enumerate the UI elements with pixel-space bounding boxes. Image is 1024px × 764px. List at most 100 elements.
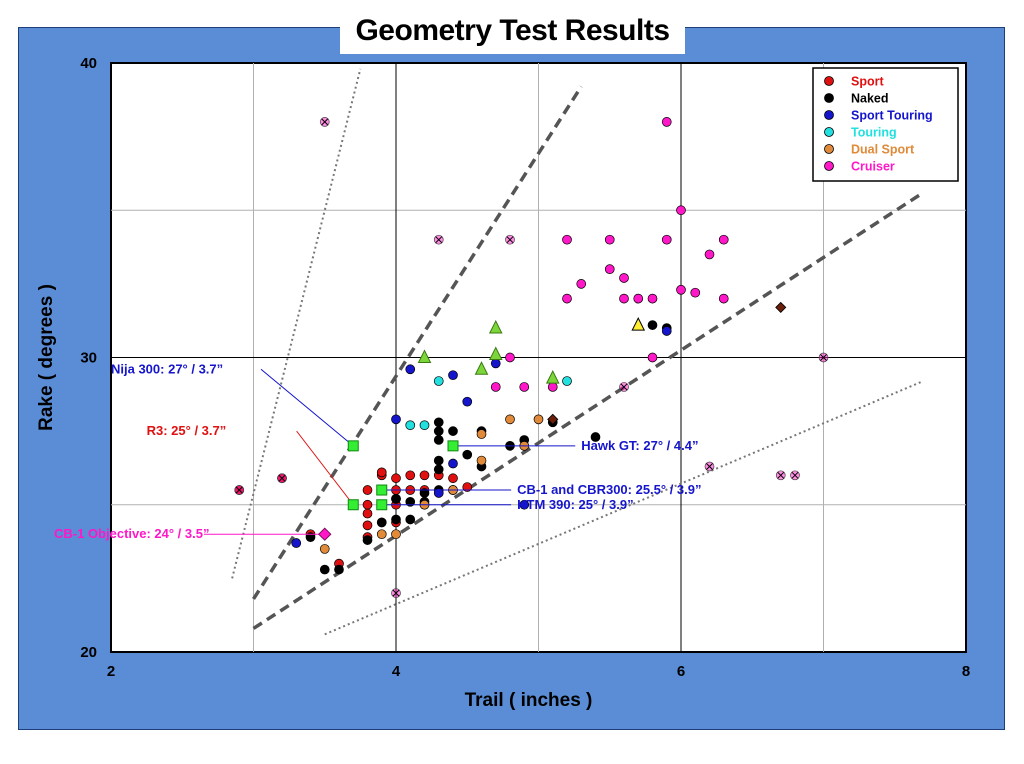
point-cruiser [519, 382, 530, 392]
point-naked [433, 417, 444, 428]
cross-mark [435, 236, 443, 244]
point-naked [462, 449, 473, 460]
point-cruiser [604, 234, 615, 245]
legend-label: Dual Sport [851, 143, 915, 157]
point-sport-touring [490, 358, 501, 369]
point-sport-touring [448, 458, 458, 469]
point-green-triangle [488, 346, 503, 361]
point-naked [391, 514, 401, 525]
cross-mark [278, 474, 286, 482]
cross-mark [321, 118, 329, 126]
y-tick-label: 30 [80, 350, 97, 367]
point-naked [405, 514, 416, 525]
point-cruiser [676, 205, 686, 216]
cross-mark [620, 383, 628, 391]
x-tick-label: 2 [107, 663, 115, 680]
point-dual-sport [505, 414, 515, 425]
x-tick-label: 4 [392, 663, 401, 680]
point-sport-touring [433, 488, 444, 498]
point-sport [376, 467, 387, 478]
point-sport [405, 470, 416, 481]
point-cruiser [676, 284, 686, 295]
point-touring [405, 420, 416, 431]
point-naked [376, 517, 387, 528]
point-naked [362, 535, 373, 545]
point-dual-sport [476, 429, 487, 439]
point-naked [405, 496, 416, 507]
point-naked [433, 426, 444, 436]
y-axis-label: Rake ( degrees ) [36, 284, 57, 431]
point-naked [433, 435, 444, 445]
point-naked [305, 532, 316, 542]
trend-line-dashed [252, 191, 925, 630]
annotation-label: CB-1 Objective: 24° / 3.5” [54, 526, 209, 541]
annotation-label: Nija 300: 27° / 3.7” [111, 361, 223, 376]
x-tick-label: 6 [677, 663, 685, 680]
highlight-square [447, 440, 459, 452]
y-tick-label: 20 [80, 644, 97, 661]
cross-mark [506, 236, 514, 244]
point-sport [362, 508, 373, 519]
legend-box [812, 67, 959, 182]
point-sport [419, 470, 430, 481]
point-green-triangle [474, 361, 489, 375]
point-naked [319, 564, 330, 575]
point-naked [647, 320, 658, 330]
point-naked [433, 464, 444, 475]
point-naked [448, 426, 458, 436]
point-green-triangle [545, 369, 560, 384]
legend-marker [824, 161, 834, 171]
annotation-label: Hawk GT: 27° / 4.4” [581, 438, 698, 453]
cross-mark [791, 471, 799, 479]
point-yellow-triangle [631, 316, 646, 331]
point-cruiser [661, 117, 672, 127]
point-sport [362, 520, 373, 531]
legend-marker [824, 110, 834, 120]
legend-marker [824, 127, 834, 137]
point-cruiser [704, 249, 715, 260]
point-cruiser [633, 293, 644, 304]
point-dual-sport [319, 544, 330, 554]
point-sport [391, 473, 401, 484]
point-naked [590, 432, 601, 442]
point-naked [433, 455, 444, 466]
point-green-triangle [417, 349, 432, 363]
legend-label: Cruiser [851, 160, 895, 174]
point-naked [334, 564, 344, 575]
highlight-diamond [318, 527, 332, 541]
point-cruiser [619, 273, 629, 283]
annotation-label: KTM 390: 25° / 3.9” [517, 497, 633, 512]
point-sport-touring [519, 499, 530, 510]
trend-line-dotted [324, 380, 924, 636]
point-sport-touring [405, 364, 416, 375]
point-cruiser [619, 293, 629, 304]
point-cruiser [647, 352, 658, 363]
annotation-leader [260, 368, 354, 447]
point-naked [419, 488, 430, 498]
highlight-square [376, 499, 388, 511]
point-dual-sport [376, 529, 387, 540]
point-cruiser [604, 264, 615, 274]
legend-marker [824, 144, 834, 154]
point-cruiser [690, 287, 701, 298]
cross-mark [392, 589, 400, 597]
cross-mark [235, 486, 243, 494]
legend-label: Sport [851, 75, 884, 89]
point-dual-sport [533, 414, 544, 425]
point-cruiser [547, 382, 558, 392]
point-sport [362, 485, 373, 495]
x-axis-label: Trail ( inches ) [465, 690, 593, 711]
point-cruiser [562, 293, 572, 304]
point-brown-diamond [547, 413, 559, 425]
x-tick-label: 8 [962, 663, 970, 680]
point-sport-touring [661, 326, 672, 336]
legend-marker [824, 76, 834, 86]
point-naked [391, 494, 401, 504]
annotation-label: CB-1 and CBR300: 25.5° / 3.9” [517, 482, 701, 497]
point-cruiser [661, 234, 672, 245]
annotation-label: R3: 25° / 3.7” [147, 423, 227, 438]
legend-label: Sport Touring [851, 109, 933, 123]
point-sport [448, 473, 458, 484]
highlight-square [347, 499, 359, 511]
